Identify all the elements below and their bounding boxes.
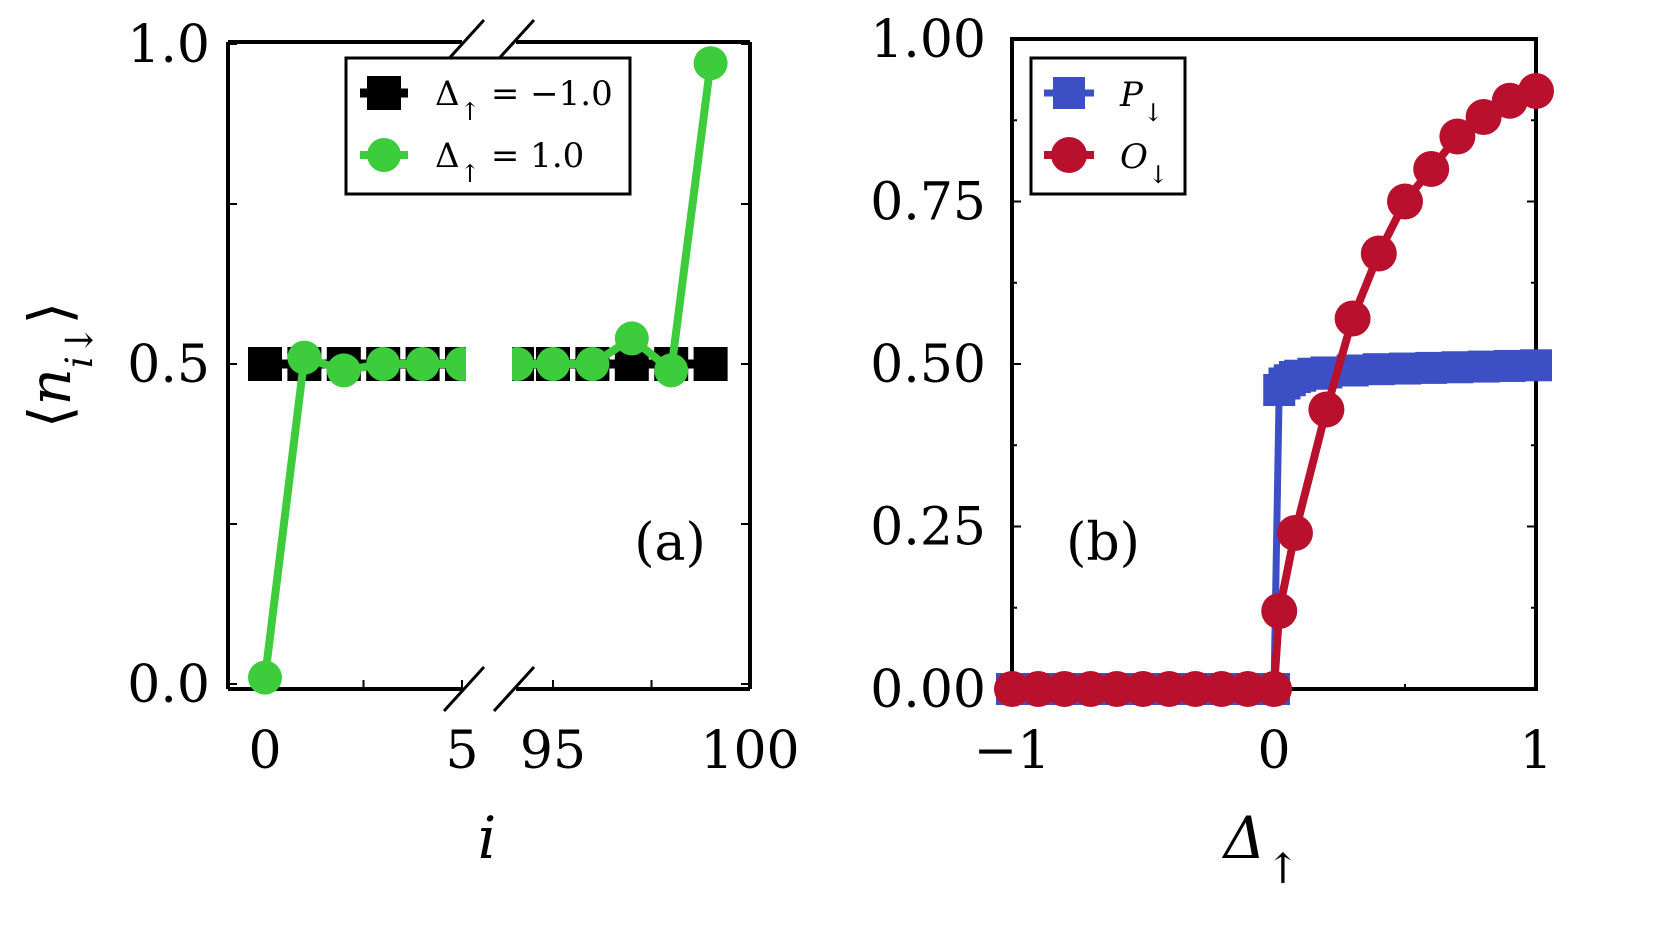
data-point-circle (693, 46, 728, 81)
axis-break-mark (492, 665, 536, 713)
data-point-circle (326, 353, 361, 388)
legend-marker (367, 76, 401, 110)
data-point-circle (1020, 671, 1057, 707)
data-point-circle (1072, 671, 1109, 707)
x-tick-label: 5 (445, 721, 478, 781)
data-point-circle (1177, 671, 1214, 707)
data-point-circle (1387, 183, 1423, 220)
legend-label: O↓ (1120, 137, 1168, 189)
x-tick-label: −1 (974, 721, 1051, 781)
data-point-circle (1256, 671, 1292, 707)
data-point-circle (1360, 235, 1397, 272)
data-point-circle (994, 671, 1030, 707)
data-point-circle (1439, 118, 1476, 155)
y-tick-label: 0.0 (127, 655, 210, 715)
x-tick-label: 100 (700, 721, 799, 781)
y-tick-label: 1.0 (127, 15, 210, 75)
data-point-circle (405, 347, 440, 381)
panel-b: 0.00 0.25 0.50 0.75 1.00 −1 0 1 Δ↑ P↓ O↓ (b) (870, 10, 1554, 893)
data-point-circle (366, 347, 401, 381)
y-tick-label: 0.50 (870, 335, 986, 395)
legend-a: Δ↑ = −1.0 Δ↑ = 1.0 (344, 56, 632, 196)
x-tick-label: 0 (248, 721, 281, 781)
data-point-circle (1098, 671, 1135, 707)
data-point-circle (1046, 671, 1083, 707)
legend-marker (1053, 77, 1085, 109)
data-point-circle (1151, 671, 1188, 707)
data-point-circle (536, 347, 570, 381)
data-point-circle (287, 340, 322, 375)
axis-break-mark (442, 665, 486, 713)
y-axis-label: ⟨ni↓⟩ (16, 302, 101, 428)
panel-a: 0.0 0.5 1.0 0 5 95 100 i ⟨ni↓⟩ Δ↑ = −1.0 Δ↑ = 1.0 (… (16, 15, 800, 872)
data-point-circle (614, 321, 649, 356)
data-point-circle (1261, 593, 1298, 629)
data-point-circle (1518, 73, 1554, 109)
data-point-circle (1276, 515, 1313, 551)
y-tick-label: 0.25 (870, 498, 986, 558)
data-point-square (693, 347, 728, 381)
data-point-circle (654, 353, 689, 388)
x-axis-label: Δ↑ (1222, 804, 1301, 893)
data-point-circle (1308, 391, 1345, 428)
data-point-square (248, 347, 282, 381)
y-tick-label: 0.75 (870, 173, 986, 233)
panel-label-a: (a) (634, 513, 706, 573)
panel-label-b: (b) (1066, 513, 1140, 573)
x-tick-label: 95 (520, 721, 586, 781)
legend-b: P↓ O↓ (1029, 56, 1187, 196)
data-point-circle (1203, 671, 1240, 707)
legend-marker (367, 138, 401, 172)
series-red (994, 73, 1554, 707)
series-green (248, 46, 728, 695)
data-point-circle (1465, 99, 1502, 135)
series-line (261, 352, 462, 679)
y-tick-label: 1.00 (870, 10, 986, 70)
data-point-circle (1229, 671, 1266, 707)
y-tick-label: 0.00 (870, 660, 986, 720)
x-tick-label: 1 (1519, 721, 1552, 781)
legend-label: Δ↑ = −1.0 (435, 74, 613, 126)
legend-label: Δ↑ = 1.0 (435, 136, 584, 188)
data-point-square (1520, 349, 1552, 382)
legend-marker (1051, 137, 1087, 173)
axis-break-gap (466, 300, 512, 420)
data-point-circle (1334, 300, 1371, 337)
y-tick-label: 0.5 (127, 335, 210, 395)
data-point-circle (1413, 151, 1450, 187)
x-tick-label: 0 (1257, 721, 1290, 781)
data-point-circle (1125, 671, 1161, 707)
x-axis-label: i (478, 804, 497, 872)
data-point-circle (248, 660, 282, 695)
legend-label: P↓ (1119, 75, 1163, 127)
data-point-circle (575, 347, 610, 381)
